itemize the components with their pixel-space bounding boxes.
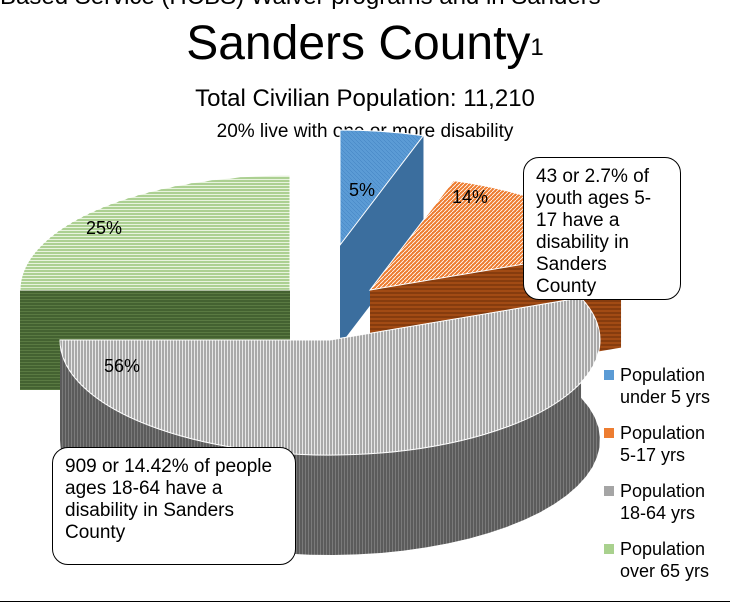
chart-title-text: Sanders County — [186, 17, 531, 70]
legend-item-age5_17: Population 5-17 yrs — [604, 422, 730, 466]
legend-swatch-age18_64 — [604, 486, 614, 496]
legend-label-age18_64: Population 18-64 yrs — [620, 481, 706, 523]
pie-slice-edge-under5-1 — [340, 135, 424, 345]
legend-item-under5: Population under 5 yrs — [604, 364, 730, 408]
title-footnote: 1 — [530, 34, 544, 61]
cut-off-header-text: Based Service (HCBS) Waiver programs and… — [0, 0, 730, 10]
chart-subtitle: Total Civilian Population: 11,210 — [195, 85, 535, 112]
adult-disability-callout: 909 or 14.42% of people ages 18-64 have … — [52, 447, 296, 565]
pie-slice-over65 — [19, 174, 291, 291]
pie-slice-under5 — [339, 129, 425, 247]
chart-title: Sanders County1 — [0, 16, 730, 72]
data-label-over65: 25% — [86, 218, 122, 238]
legend-label-age5_17: Population 5-17 yrs — [620, 423, 706, 465]
legend-label-under5: Population under 5 yrs — [620, 365, 711, 407]
data-label-under5: 5% — [349, 180, 375, 200]
legend-swatch-over65 — [604, 544, 614, 554]
legend-item-age18_64: Population 18-64 yrs — [604, 480, 730, 524]
chart-legend: Population under 5 yrs Population 5-17 yr… — [604, 364, 730, 596]
legend-swatch-under5 — [604, 370, 614, 380]
legend-item-over65: Population over 65 yrs — [604, 538, 730, 582]
pie-slice-age18_64 — [59, 297, 601, 456]
data-label-age5_17: 14% — [452, 187, 488, 207]
legend-swatch-age5_17 — [604, 428, 614, 438]
youth-disability-callout: 43 or 2.7% of youth ages 5-17 have a dis… — [523, 157, 681, 300]
legend-label-over65: Population over 65 yrs — [620, 539, 710, 581]
data-label-age18_64: 56% — [104, 356, 140, 376]
